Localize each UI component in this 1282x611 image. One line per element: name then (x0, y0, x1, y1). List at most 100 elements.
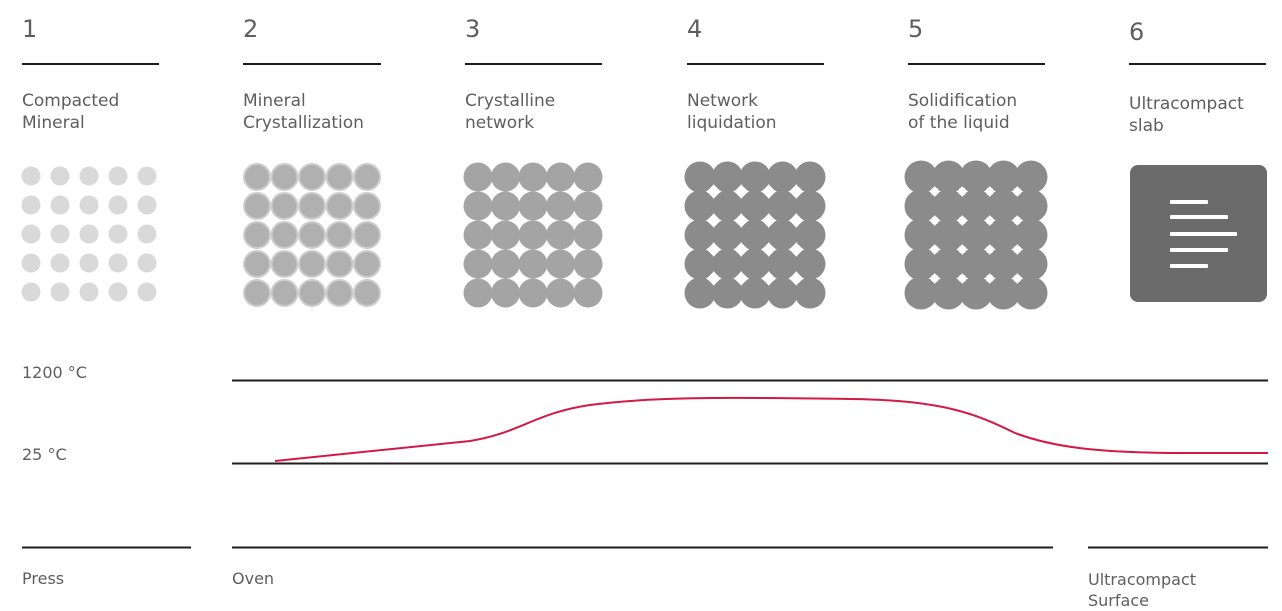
crystal-particle (243, 250, 271, 278)
mineral-particle (108, 195, 128, 215)
step-4-label: Network liquidation (687, 91, 777, 133)
mineral-particle (21, 195, 41, 215)
liquid-node (684, 190, 716, 222)
high-temperature-label: 1200 °C (22, 363, 87, 382)
crystal-particle (325, 163, 354, 191)
liquid-node (712, 277, 743, 309)
solid-node (959, 247, 993, 281)
solid-node (1014, 276, 1048, 310)
mineral-particle (79, 166, 99, 186)
network-particle (491, 278, 520, 308)
text-lines-icon (1170, 200, 1237, 268)
solid-node (1014, 247, 1048, 281)
solid-node (1014, 189, 1048, 223)
network-particle (463, 249, 493, 279)
liquid-node (712, 248, 743, 280)
network-particle (463, 191, 493, 221)
network-particle (546, 220, 575, 250)
step-5-rule (908, 63, 1045, 65)
network-particle (491, 191, 520, 221)
mineral-particle (50, 195, 70, 215)
crystal-particle (353, 163, 381, 191)
step-4-number: 4 (687, 15, 703, 43)
solid-node (987, 218, 1020, 252)
solid-node (959, 189, 993, 223)
crystal-particle (353, 250, 381, 278)
mineral-crystallization-particles (243, 163, 381, 307)
network-particle (518, 249, 548, 279)
step-1-number: 1 (22, 15, 38, 43)
mineral-particle (50, 224, 70, 244)
solid-node (959, 160, 993, 194)
network-particle (463, 278, 493, 308)
crystal-particle (270, 250, 299, 278)
network-particle (463, 220, 493, 250)
step-6-number: 6 (1129, 18, 1145, 46)
mineral-particle (137, 253, 157, 273)
network-particle (491, 220, 520, 250)
liquid-node (794, 161, 826, 193)
network-particle (518, 220, 548, 250)
crystal-particle (325, 221, 354, 249)
liquid-node (739, 219, 771, 251)
mineral-particle (79, 195, 99, 215)
solid-node (987, 276, 1020, 310)
network-particle (491, 249, 520, 279)
crystal-particle (298, 192, 326, 220)
network-particle (491, 162, 520, 192)
liquid-node (767, 161, 798, 193)
liquid-node (767, 277, 798, 309)
mineral-particle (21, 253, 41, 273)
liquid-node (684, 161, 716, 193)
mineral-particle (137, 166, 157, 186)
liquid-node (684, 219, 716, 251)
step-2-rule (243, 63, 381, 65)
compacted-mineral-particles (21, 166, 157, 302)
mineral-particle (79, 224, 99, 244)
step-1-label: Compacted Mineral (22, 91, 120, 133)
mineral-particle (21, 282, 41, 302)
liquid-node (712, 190, 743, 222)
crystalline-network-particles (463, 162, 603, 308)
liquid-node (794, 190, 826, 222)
crystal-particle (243, 221, 271, 249)
step-2-number: 2 (243, 15, 259, 43)
crystal-particle (270, 221, 299, 249)
mineral-particle (50, 253, 70, 273)
mineral-particle (21, 166, 41, 186)
mineral-particle (108, 224, 128, 244)
step-3-number: 3 (465, 15, 481, 43)
crystal-particle (298, 221, 326, 249)
solid-node (1014, 218, 1048, 252)
step-5-label: Solidification of the liquid (908, 91, 1018, 133)
crystal-particle (243, 163, 271, 191)
step-2-label: Mineral Crystallization (243, 91, 364, 133)
network-particle (546, 278, 575, 308)
mineral-particle (108, 166, 128, 186)
stage-oven-label: Oven (232, 569, 275, 588)
step-5-number: 5 (908, 15, 924, 43)
step-3-rule (465, 63, 602, 65)
step-4-rule (687, 63, 824, 65)
solid-node (904, 276, 938, 310)
network-particle (546, 191, 575, 221)
network-particle (546, 162, 575, 192)
crystal-particle (270, 279, 299, 307)
crystal-particle (353, 192, 381, 220)
mineral-particle (50, 166, 70, 186)
solid-node (987, 189, 1020, 223)
low-temperature-label: 25 °C (22, 445, 67, 464)
crystal-particle (325, 279, 354, 307)
crystal-particle (243, 279, 271, 307)
solid-node (904, 247, 938, 281)
mineral-particle (137, 282, 157, 302)
liquid-node (767, 248, 798, 280)
step-1-rule (22, 63, 159, 65)
solid-node (932, 218, 965, 252)
liquid-node (739, 161, 771, 193)
crystal-particle (325, 192, 354, 220)
ultracompact-slab-graphic (1130, 165, 1267, 302)
temperature-curve (274, 396, 1268, 462)
crystal-particle (270, 192, 299, 220)
